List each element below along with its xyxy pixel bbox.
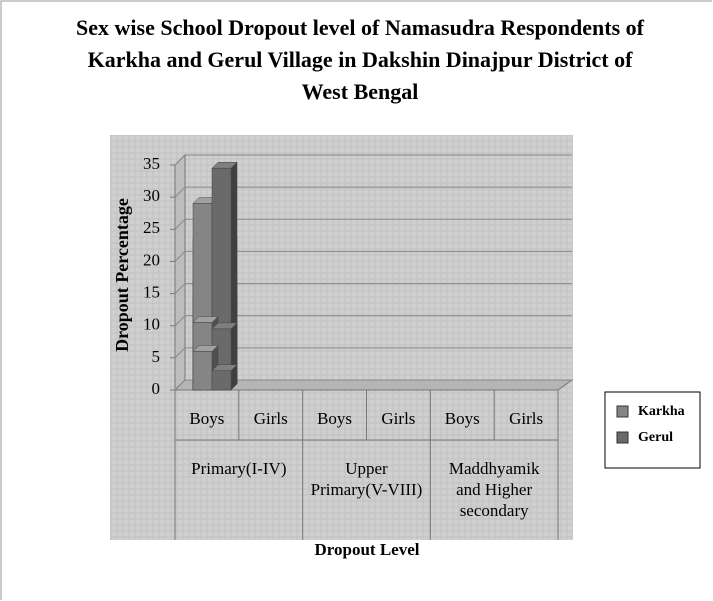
- bar: [211, 370, 232, 391]
- grid-line: [174, 218, 572, 230]
- group-label: Maddhyamik and Higher secondary: [448, 459, 540, 520]
- x-tick-label: Boys: [317, 409, 352, 428]
- chart-title: Sex wise School Dropout level of Namasud…: [76, 15, 644, 104]
- x-tick-label: Boys: [189, 409, 224, 428]
- x-tick-label: Girls: [509, 409, 543, 428]
- y-tick-label: 20: [143, 250, 160, 269]
- y-tick-label: 25: [143, 218, 160, 237]
- y-tick-label: 30: [143, 186, 160, 205]
- x-tick-label: Girls: [254, 409, 288, 428]
- side-wall: [174, 153, 186, 392]
- y-tick-label: 10: [143, 315, 160, 334]
- grid-line: [174, 250, 572, 262]
- grid-line: [174, 154, 572, 166]
- legend-swatch: [616, 431, 629, 444]
- y-tick-label: 5: [152, 347, 161, 366]
- grid-line: [174, 379, 572, 391]
- y-tick-label: 35: [143, 154, 160, 173]
- group-label: Primary(I-IV): [191, 459, 287, 478]
- bar: [192, 351, 213, 391]
- grid-line: [174, 315, 572, 327]
- grid-line: [174, 347, 572, 359]
- y-tick-label: 0: [152, 379, 161, 398]
- legend-swatch: [616, 405, 629, 418]
- x-tick-label: Girls: [381, 409, 415, 428]
- plot-background: [110, 135, 573, 540]
- grid-line: [174, 283, 572, 294]
- legend-label: Gerul: [638, 430, 673, 445]
- y-axis-title: Dropout Percentage: [112, 198, 132, 352]
- x-axis-title: Dropout Level: [315, 540, 420, 559]
- legend-box: [604, 391, 701, 469]
- x-tick-label: Boys: [445, 409, 480, 428]
- grid-line: [174, 186, 572, 198]
- group-label: Upper Primary(V-VIII): [310, 459, 423, 499]
- legend-label: Karkha: [638, 404, 685, 419]
- y-tick-label: 15: [143, 282, 160, 301]
